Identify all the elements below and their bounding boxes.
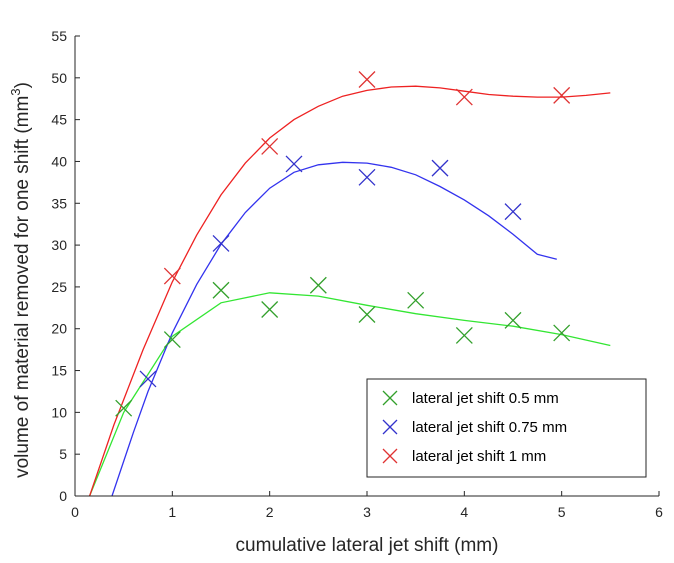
y-axis-label-suffix: ): [12, 82, 33, 88]
data-point-series-3: [553, 86, 571, 104]
legend-box: [366, 378, 647, 478]
y-tick-label: 25: [51, 279, 67, 295]
x-tick-label: 0: [71, 504, 79, 520]
legend-marker-series-1: [382, 390, 398, 406]
legend-label-series-3: lateral jet shift 1 mm: [412, 448, 546, 465]
data-point-series-2: [139, 370, 157, 388]
data-point-series-1: [212, 281, 230, 299]
y-tick-label: 20: [51, 321, 67, 337]
y-tick-label: 5: [59, 446, 67, 462]
legend-marker-series-2: [382, 419, 398, 435]
x-tick-label: 5: [558, 504, 566, 520]
data-point-series-3: [358, 71, 376, 88]
x-tick-label: 1: [168, 504, 176, 520]
legend-label-series-2: lateral jet shift 0.75 mm: [412, 419, 567, 436]
y-tick-label: 15: [51, 363, 67, 379]
data-point-series-1: [455, 326, 473, 344]
y-tick-label: 40: [51, 153, 67, 169]
x-tick-label: 2: [266, 504, 274, 520]
y-axis-label: volume of material removed for one shift…: [8, 82, 33, 478]
data-point-series-3: [163, 267, 181, 285]
legend-marker-series-3: [382, 448, 398, 464]
data-point-series-1: [261, 301, 279, 318]
legend: lateral jet shift 0.5 mm lateral jet shif…: [366, 378, 647, 478]
data-point-series-2: [285, 155, 303, 173]
data-point-series-2: [504, 203, 522, 221]
fit-curve-series-2: [111, 161, 557, 496]
plot-area: [88, 71, 611, 496]
y-tick-label: 55: [51, 28, 67, 44]
data-point-series-1: [553, 324, 571, 342]
legend-label-series-1: lateral jet shift 0.5 mm: [412, 390, 559, 407]
data-point-series-1: [358, 306, 376, 323]
data-point-series-1: [407, 291, 425, 309]
y-tick-label: 35: [51, 195, 67, 211]
data-point-series-1: [163, 331, 181, 349]
fit-curve-series-3: [88, 85, 611, 496]
y-axis-label-main: volume of material removed for one shift…: [12, 96, 33, 478]
x-tick-label: 4: [460, 504, 468, 520]
data-point-series-1: [504, 311, 522, 329]
y-tick-label: 10: [51, 404, 67, 420]
data-point-series-2: [431, 159, 449, 177]
data-point-series-1: [309, 276, 327, 294]
data-point-series-3: [261, 137, 279, 155]
y-tick-label: 30: [51, 237, 67, 253]
x-tick-label: 6: [655, 504, 663, 520]
data-point-series-3: [455, 88, 473, 106]
x-axis-label: cumulative lateral jet shift (mm): [236, 535, 499, 556]
y-tick-label: 45: [51, 112, 67, 128]
data-point-series-2: [358, 168, 376, 186]
x-tick-label: 3: [363, 504, 371, 520]
y-tick-label: 0: [59, 488, 67, 504]
data-point-series-2: [212, 234, 230, 252]
y-axis-label-superscript: 3: [8, 88, 23, 95]
y-tick-label: 50: [51, 70, 67, 86]
data-point-series-1: [115, 399, 133, 417]
